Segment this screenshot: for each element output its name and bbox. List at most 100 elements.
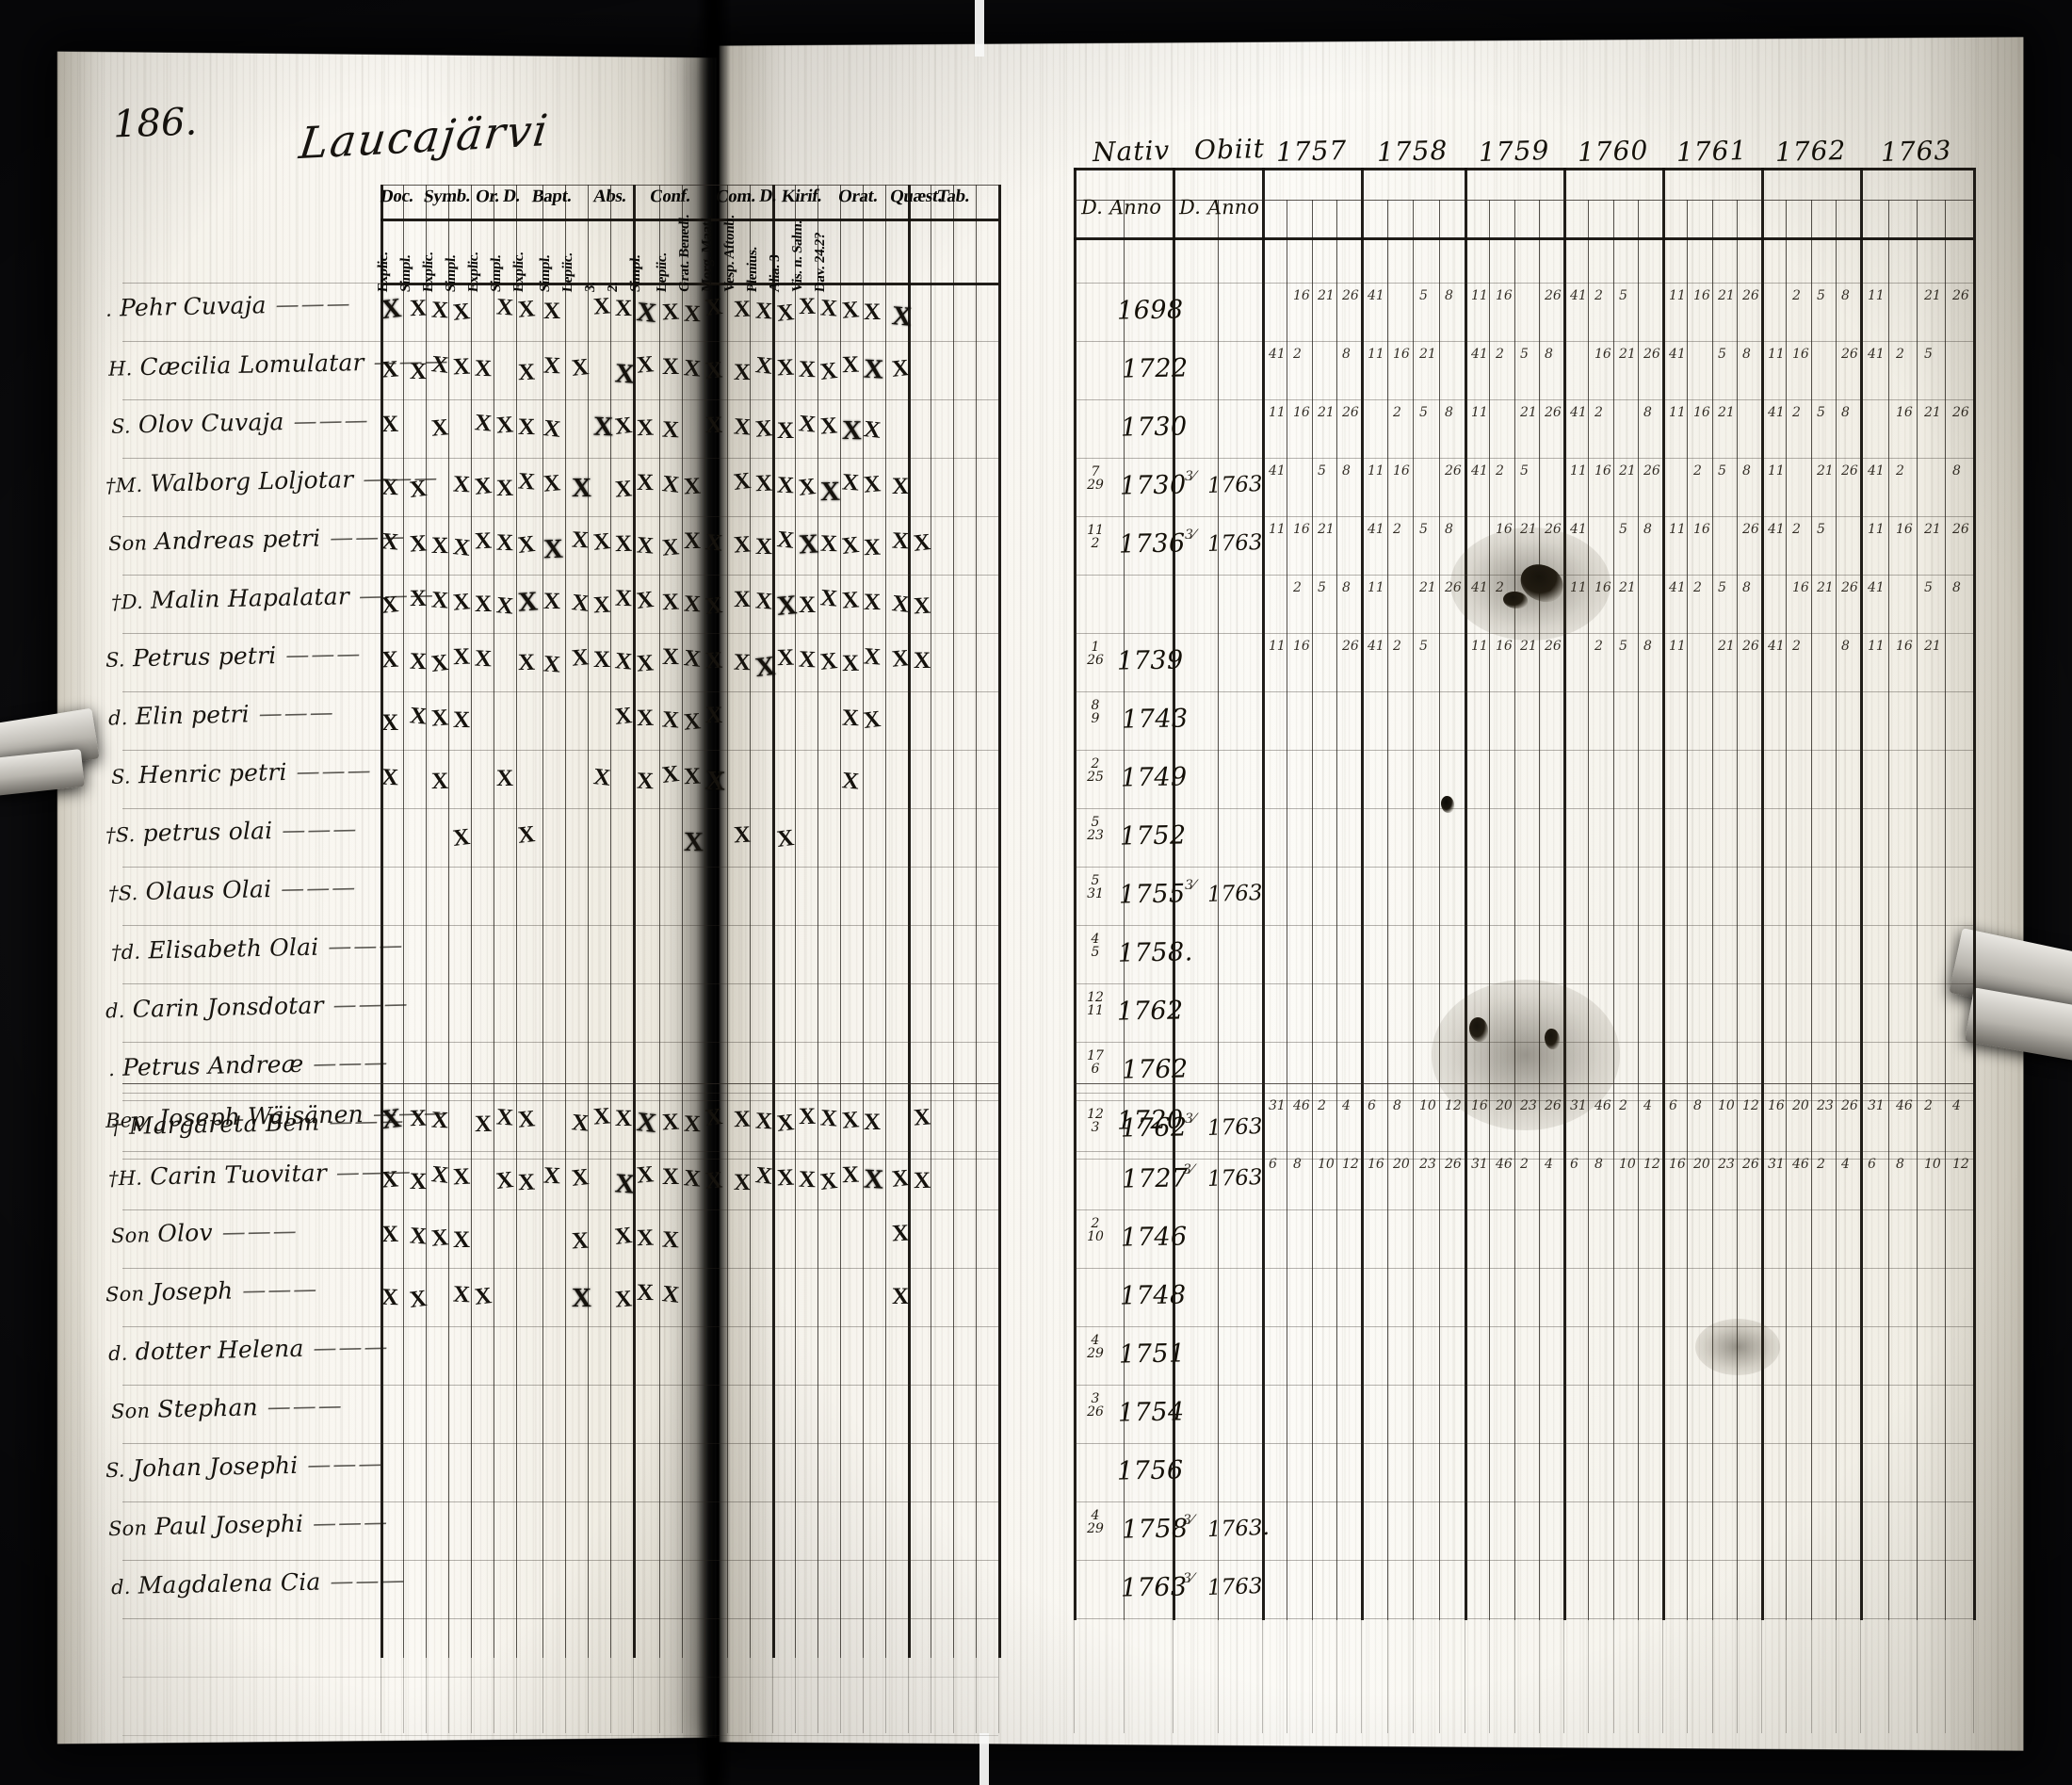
attendance-x-mark: X xyxy=(733,359,752,386)
year-tally-number: 8 xyxy=(1342,580,1351,595)
attendance-x-mark: X xyxy=(613,1223,634,1251)
left-column-rule xyxy=(426,185,427,1658)
right-major-rule xyxy=(1973,168,1976,1620)
left-column-rule-faint xyxy=(772,1658,773,1733)
left-column-rule xyxy=(817,185,818,1658)
left-row-rule xyxy=(122,1501,998,1502)
year-tally-number: 10 xyxy=(1419,1098,1436,1113)
attendance-x-mark: X xyxy=(430,587,450,614)
birth-day-month: 4 29 xyxy=(1087,1333,1104,1362)
name-prefix: Son xyxy=(107,1517,148,1541)
year-tally-number: 5 xyxy=(1419,288,1428,303)
year-tally-number: 41 xyxy=(1368,288,1384,303)
left-row-rule xyxy=(122,867,998,868)
right-row-rule xyxy=(1074,1443,1973,1444)
attendance-x-mark: X xyxy=(451,299,472,326)
left-column-rule-faint xyxy=(750,1658,751,1733)
left-header-vertical: Explic. xyxy=(421,251,436,293)
name-prefix: S. xyxy=(110,765,132,788)
year-tally-number: 6 xyxy=(1669,1098,1677,1113)
year-tally-number: 31 xyxy=(1868,1098,1885,1113)
attendance-x-mark: X xyxy=(890,591,911,618)
year-tally-number: 41 xyxy=(1868,580,1885,595)
attendance-x-mark: X xyxy=(863,589,882,616)
right-minor-rule-tail xyxy=(1439,1620,1440,1733)
left-column-rule-faint xyxy=(704,1658,705,1733)
name-text: Joseph Wäisänen xyxy=(158,1100,364,1132)
year-tally-number: 5 xyxy=(1924,580,1933,595)
year-tally-number: 5 xyxy=(1520,463,1529,479)
death-year-value: 1763. xyxy=(1206,1515,1271,1543)
attendance-x-mark: X xyxy=(570,1164,591,1192)
right-minor-rule-tail xyxy=(1387,1620,1388,1733)
left-header-vertical: Explic. xyxy=(466,251,481,293)
attendance-x-mark: X xyxy=(661,416,680,444)
right-minor-rule xyxy=(1336,200,1337,1620)
attendance-x-mark: X xyxy=(451,824,472,852)
year-tally-number: 16 xyxy=(1896,522,1913,537)
obiit-day-subheader: D. xyxy=(1178,195,1201,219)
right-major-rule xyxy=(1563,168,1566,1620)
year-tally-number: 2 xyxy=(1792,522,1801,537)
attendance-x-mark: X xyxy=(683,591,702,618)
year-tally-number: 2 xyxy=(1896,347,1904,362)
attendance-x-mark: X xyxy=(572,1283,591,1313)
left-column-rule-faint xyxy=(976,1658,977,1733)
birth-day-month: 12 11 xyxy=(1087,990,1104,1019)
left-column-rule-faint xyxy=(403,1658,404,1733)
year-tally-number: 2 xyxy=(1693,580,1702,595)
left-column-rule-faint xyxy=(426,1658,427,1733)
attendance-x-mark: X xyxy=(451,534,472,561)
attendance-x-mark: X xyxy=(913,592,931,620)
birth-day-month: 1 26 xyxy=(1087,640,1104,669)
left-header-vertical: Alia. 3 xyxy=(768,253,783,293)
year-tally-number: 16 xyxy=(1693,288,1710,303)
year-tally-number: 11 xyxy=(1570,580,1587,595)
attendance-x-mark: X xyxy=(542,1162,561,1190)
attendance-x-mark: X xyxy=(429,1161,450,1189)
left-column-rule-faint xyxy=(380,1658,381,1733)
left-column-rule-faint xyxy=(633,1658,634,1733)
birth-year-value: 1698 xyxy=(1116,295,1184,326)
right-row-rule xyxy=(1074,283,1973,284)
right-header-bottom-rule xyxy=(1074,237,1973,240)
attendance-x-mark: X xyxy=(776,472,795,499)
name-text: Walborg Loljotar xyxy=(150,465,354,497)
year-tally-number: 16 xyxy=(1393,463,1410,479)
left-header-vertical: Morg. Maatl. xyxy=(700,214,715,293)
left-column-rule-faint xyxy=(448,1658,449,1733)
name-text: Andreas petri xyxy=(154,524,321,556)
year-tally-number: 2 xyxy=(1896,463,1904,479)
right-minor-rule-tail xyxy=(1312,1620,1313,1733)
right-minor-rule xyxy=(1124,200,1125,1620)
attendance-x-mark: X xyxy=(591,528,612,556)
attendance-x-mark: X xyxy=(841,351,860,379)
register-name-entry: †S. petrus olai ——— xyxy=(105,815,359,848)
name-prefix: d. xyxy=(107,706,128,730)
attendance-x-mark: X xyxy=(409,1105,428,1132)
year-tally-number: 8 xyxy=(1841,639,1850,654)
attendance-x-mark: X xyxy=(635,1106,658,1140)
year-tally-number: 26 xyxy=(1643,347,1660,362)
left-column-rule xyxy=(516,185,517,1658)
name-leader-dots: ——— xyxy=(276,640,363,670)
right-row-rule xyxy=(1074,1501,1973,1502)
attendance-x-mark: X xyxy=(818,648,839,675)
attendance-x-mark: X xyxy=(452,1163,471,1191)
year-column-header: 1758 xyxy=(1376,134,1449,169)
attendance-x-mark: X xyxy=(380,764,399,791)
year-tally-number: 41 xyxy=(1570,288,1587,303)
birth-year-value: 1736 xyxy=(1118,528,1186,560)
attendance-x-mark: X xyxy=(542,651,562,678)
attendance-x-mark: X xyxy=(775,527,796,554)
year-tally-number: 26 xyxy=(1545,1098,1562,1113)
left-row-rule xyxy=(122,1151,998,1152)
left-column-rule-faint xyxy=(542,1658,543,1733)
attendance-x-mark: X xyxy=(754,1108,773,1135)
year-tally-number: 16 xyxy=(1594,347,1611,362)
year-tally-number: 26 xyxy=(1545,639,1562,654)
year-tally-number: 26 xyxy=(1742,288,1759,303)
year-tally-number: 11 xyxy=(1669,522,1686,537)
left-column-rule-faint xyxy=(953,1658,954,1733)
